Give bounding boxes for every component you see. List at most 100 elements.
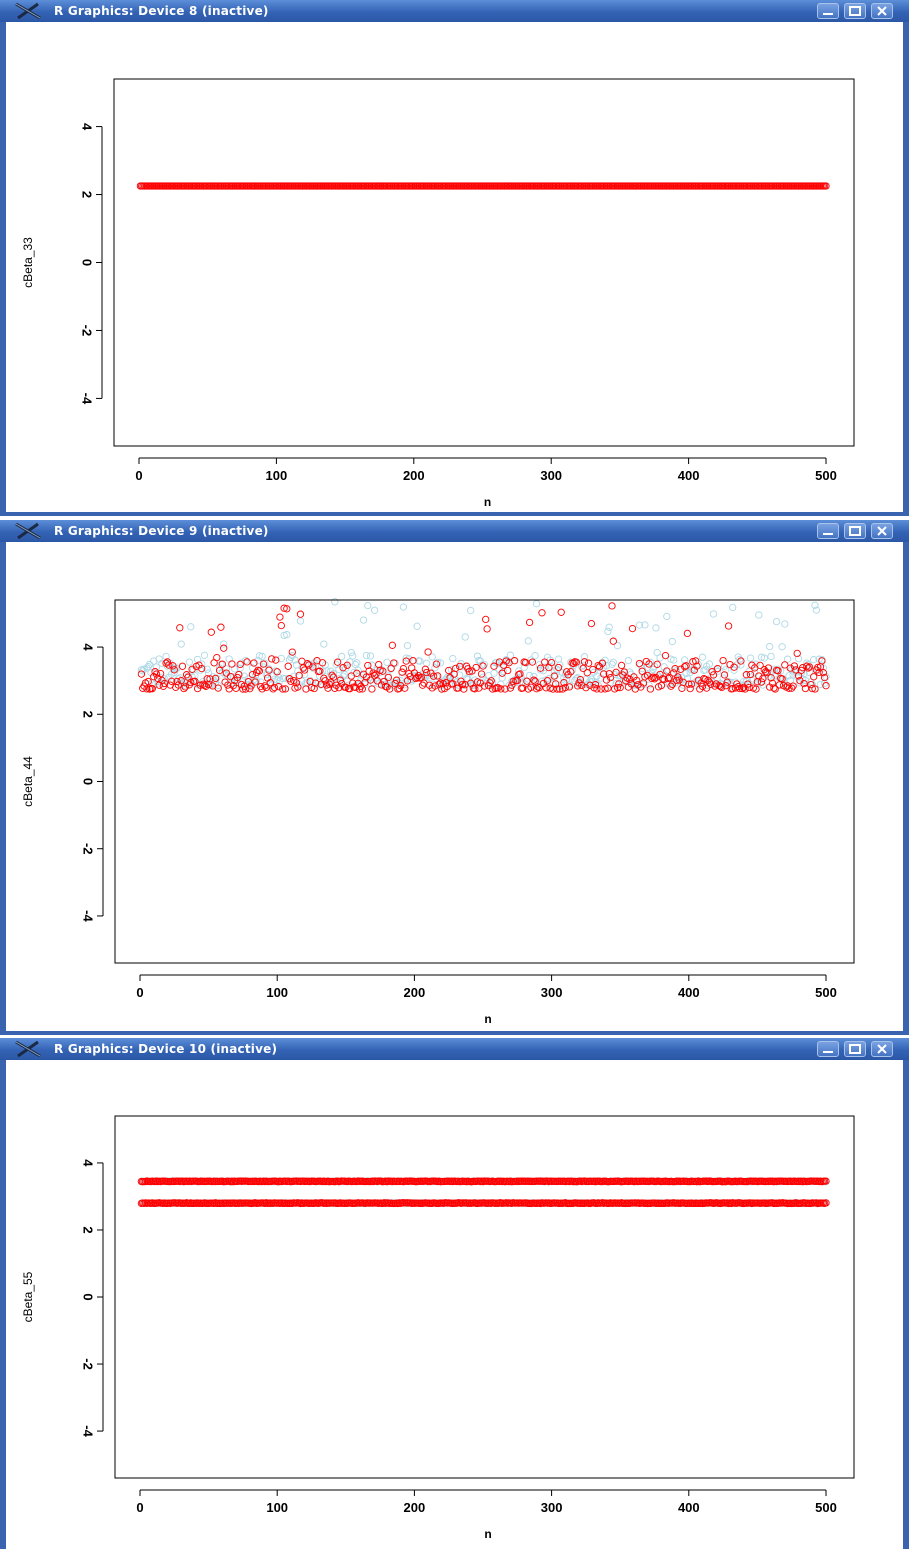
data-point [316, 667, 324, 675]
data-point [161, 679, 169, 688]
x11-icon[interactable] [12, 1040, 44, 1058]
x-tick-label: 100 [266, 1500, 288, 1515]
data-point [449, 654, 457, 663]
data-point [471, 685, 479, 693]
data-point [343, 661, 351, 669]
data-point [547, 658, 556, 667]
data-point [294, 683, 302, 691]
data-point [657, 681, 666, 690]
data-point [692, 657, 700, 665]
window-titlebar[interactable]: R Graphics: Device 10 (inactive) [0, 1038, 909, 1060]
data-point [770, 684, 778, 692]
minimize-icon[interactable] [817, 1041, 839, 1057]
minimize-icon[interactable] [817, 3, 839, 19]
data-point [767, 652, 775, 661]
y-axis-label: cBeta_33 [21, 237, 35, 288]
maximize-icon[interactable] [844, 523, 866, 539]
data-point [727, 1199, 735, 1208]
data-point [255, 652, 264, 660]
data-point [536, 664, 545, 672]
window-titlebar[interactable]: R Graphics: Device 8 (inactive) [0, 0, 909, 22]
x-tick-label: 500 [815, 1500, 837, 1515]
data-point [292, 679, 301, 687]
data-point [665, 674, 674, 682]
close-icon[interactable] [871, 3, 893, 19]
data-point [550, 672, 558, 680]
close-icon[interactable] [871, 1041, 893, 1057]
data-point [424, 648, 432, 656]
data-point [606, 678, 615, 687]
data-point [516, 670, 524, 678]
x11-icon[interactable] [12, 522, 44, 540]
data-point [627, 670, 635, 678]
plot-canvas: 0 100 200 300 400 500 n -4 -2 0 2 4 cBeta_44 [6, 542, 903, 1031]
data-point [767, 674, 775, 682]
data-point [305, 661, 313, 669]
data-point [591, 681, 600, 689]
data-point [785, 684, 793, 692]
minimize-icon[interactable] [817, 523, 839, 539]
data-point [473, 652, 482, 660]
x-axis-label: n [484, 1527, 491, 1541]
data-point [777, 667, 785, 675]
y-tick-label: -4 [80, 393, 95, 405]
data-point [531, 652, 539, 660]
data-point [340, 670, 349, 679]
data-point [781, 661, 789, 669]
data-point [300, 666, 309, 674]
data-point [187, 623, 195, 631]
data-point [693, 662, 701, 670]
data-point [805, 663, 814, 671]
y-tick-label: 4 [80, 123, 95, 131]
data-point [778, 675, 786, 683]
data-point [384, 673, 392, 682]
data-point [252, 676, 261, 685]
data-point [553, 685, 561, 693]
data-point [698, 653, 707, 661]
data-point [682, 669, 690, 678]
data-point [783, 655, 792, 663]
maximize-icon[interactable] [844, 3, 866, 19]
data-point [229, 682, 237, 690]
data-point [409, 657, 417, 665]
data-point [412, 672, 420, 680]
data-point [413, 673, 421, 682]
data-point [493, 658, 501, 667]
data-point [819, 669, 827, 677]
data-point [397, 682, 405, 690]
data-point [296, 617, 305, 625]
data-point [220, 640, 228, 648]
data-point [506, 651, 515, 659]
data-point [811, 685, 819, 693]
data-point [745, 683, 753, 692]
data-point [364, 661, 372, 670]
data-point [262, 683, 270, 692]
data-point [608, 602, 616, 610]
data-point [664, 674, 672, 683]
data-point [650, 675, 659, 683]
data-point [556, 685, 564, 693]
x11-icon[interactable] [12, 2, 44, 20]
data-point [681, 663, 689, 671]
data-point [746, 670, 755, 679]
maximize-icon[interactable] [844, 1041, 866, 1057]
data-point [214, 684, 222, 692]
close-icon[interactable] [871, 523, 893, 539]
x-axis-label: n [484, 495, 491, 509]
data-point [259, 660, 268, 668]
data-point [807, 680, 815, 689]
data-point [663, 667, 671, 675]
data-point [676, 665, 685, 673]
data-point [578, 681, 586, 690]
data-point [479, 662, 487, 670]
data-point [612, 680, 620, 688]
data-point [646, 685, 655, 693]
data-point [601, 685, 609, 693]
data-point [790, 662, 799, 670]
data-point [176, 624, 184, 632]
data-point [214, 681, 222, 690]
y-tick-label: 0 [81, 778, 96, 785]
data-point [683, 629, 692, 638]
window-titlebar[interactable]: R Graphics: Device 9 (inactive) [0, 520, 909, 542]
data-point [349, 652, 357, 660]
